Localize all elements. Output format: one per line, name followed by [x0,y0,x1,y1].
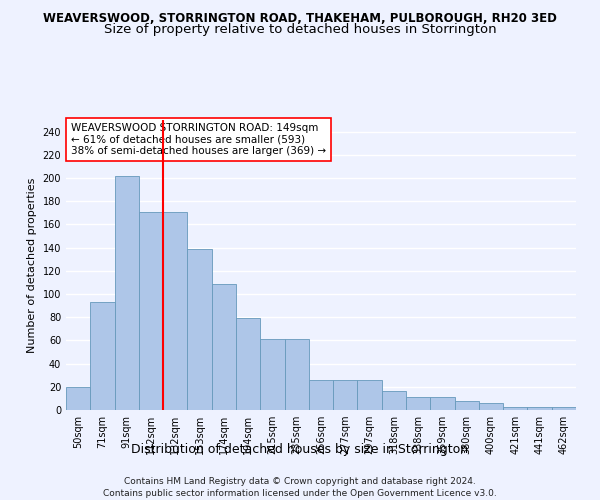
Bar [406,397,430,410]
Bar [430,397,455,410]
Bar [382,392,406,410]
Bar [115,176,139,410]
Bar [309,380,333,410]
Bar [284,339,309,410]
Bar [236,318,260,410]
Text: Size of property relative to detached houses in Storrington: Size of property relative to detached ho… [104,22,496,36]
Bar [503,406,527,410]
Text: Contains HM Land Registry data © Crown copyright and database right 2024.: Contains HM Land Registry data © Crown c… [124,478,476,486]
Bar [527,406,552,410]
Text: WEAVERSWOOD, STORRINGTON ROAD, THAKEHAM, PULBOROUGH, RH20 3ED: WEAVERSWOOD, STORRINGTON ROAD, THAKEHAM,… [43,12,557,26]
Bar [163,212,187,410]
Y-axis label: Number of detached properties: Number of detached properties [27,178,37,352]
Bar [552,406,576,410]
Bar [139,212,163,410]
Bar [90,302,115,410]
Bar [333,380,358,410]
Bar [455,400,479,410]
Bar [479,403,503,410]
Bar [187,249,212,410]
Text: WEAVERSWOOD STORRINGTON ROAD: 149sqm
← 61% of detached houses are smaller (593)
: WEAVERSWOOD STORRINGTON ROAD: 149sqm ← 6… [71,123,326,156]
Bar [260,339,284,410]
Bar [212,284,236,410]
Text: Distribution of detached houses by size in Storrington: Distribution of detached houses by size … [131,442,469,456]
Text: Contains public sector information licensed under the Open Government Licence v3: Contains public sector information licen… [103,489,497,498]
Bar [358,380,382,410]
Bar [66,387,90,410]
